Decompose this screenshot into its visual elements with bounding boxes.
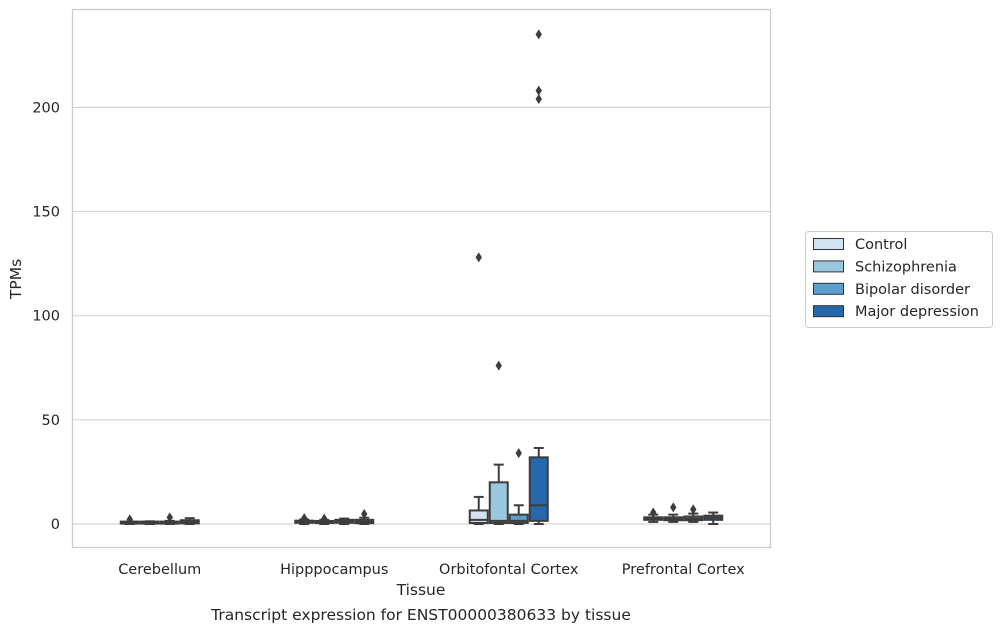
box-3-3: [703, 511, 724, 525]
boxes: [119, 29, 724, 525]
box-1-0: [294, 513, 315, 525]
y-axis-ticks: 0 50 100 150 200: [32, 100, 60, 533]
box-0-0: [119, 514, 140, 525]
box-2-2: [508, 448, 529, 525]
outlier-point: [535, 94, 542, 105]
box-0-3: [179, 517, 200, 525]
box-body: [488, 481, 509, 524]
legend-entry: Control: [855, 237, 907, 253]
box-body: [468, 509, 489, 524]
x-tick-label: Cerebellum: [118, 562, 201, 578]
box-body: [508, 513, 529, 524]
y-tick-label: 150: [32, 205, 60, 221]
outlier-point: [670, 502, 677, 513]
y-tick-label: 50: [42, 413, 60, 429]
x-tick-label: Orbitofontal Cortex: [439, 562, 579, 578]
outlier-point: [361, 509, 368, 520]
box-3-0: [643, 507, 664, 523]
box-1-3: [354, 509, 375, 525]
y-tick-label: 100: [32, 309, 60, 325]
x-tick-label: Hipppocampus: [280, 562, 388, 578]
outlier-point: [535, 29, 542, 40]
box-3-2: [683, 504, 704, 523]
x-axis-ticks: Cerebellum Hipppocampus Orbitofontal Corte…: [118, 562, 745, 578]
y-axis-label: TPMs: [7, 259, 25, 300]
plot-frame: [71, 8, 772, 549]
y-tick-label: 0: [51, 517, 60, 533]
legend-entry: Bipolar disorder: [855, 282, 970, 298]
legend-swatch: [813, 238, 844, 250]
outlier-point: [495, 360, 502, 371]
y-tick-label: 200: [32, 100, 60, 116]
outlier-point: [301, 513, 308, 524]
legend: Control Schizophrenia Bipolar disorder Majo…: [805, 231, 993, 328]
legend-swatch: [813, 305, 844, 318]
legend-frame: [805, 231, 993, 328]
box-2-0: [468, 252, 489, 525]
outlier-point: [126, 514, 133, 525]
x-axis-label: Tissue: [396, 581, 446, 599]
box-1-1: [314, 513, 335, 525]
legend-swatch: [813, 282, 844, 295]
box-0-2: [159, 512, 180, 525]
box-0-1: [139, 520, 160, 525]
box-3-1: [663, 502, 684, 523]
outlier-point: [166, 512, 173, 523]
outlier-point: [515, 448, 522, 459]
outlier-point: [650, 507, 657, 518]
outlier-point: [690, 504, 697, 515]
outlier-point: [535, 85, 542, 96]
chart-caption: Transcript expression for ENST0000038063…: [211, 606, 631, 624]
grid-lines: [72, 106, 771, 525]
x-tick-label: Prefrontal Cortex: [622, 562, 745, 578]
box-body: [528, 456, 549, 522]
legend-entry: Schizophrenia: [855, 259, 957, 275]
outlier-point: [321, 513, 328, 524]
box-2-1: [488, 360, 509, 525]
box-1-2: [334, 517, 355, 525]
outlier-point: [475, 252, 482, 263]
legend-swatch: [813, 260, 844, 273]
box-2-3: [528, 29, 549, 525]
legend-entry: Major depression: [855, 304, 979, 320]
